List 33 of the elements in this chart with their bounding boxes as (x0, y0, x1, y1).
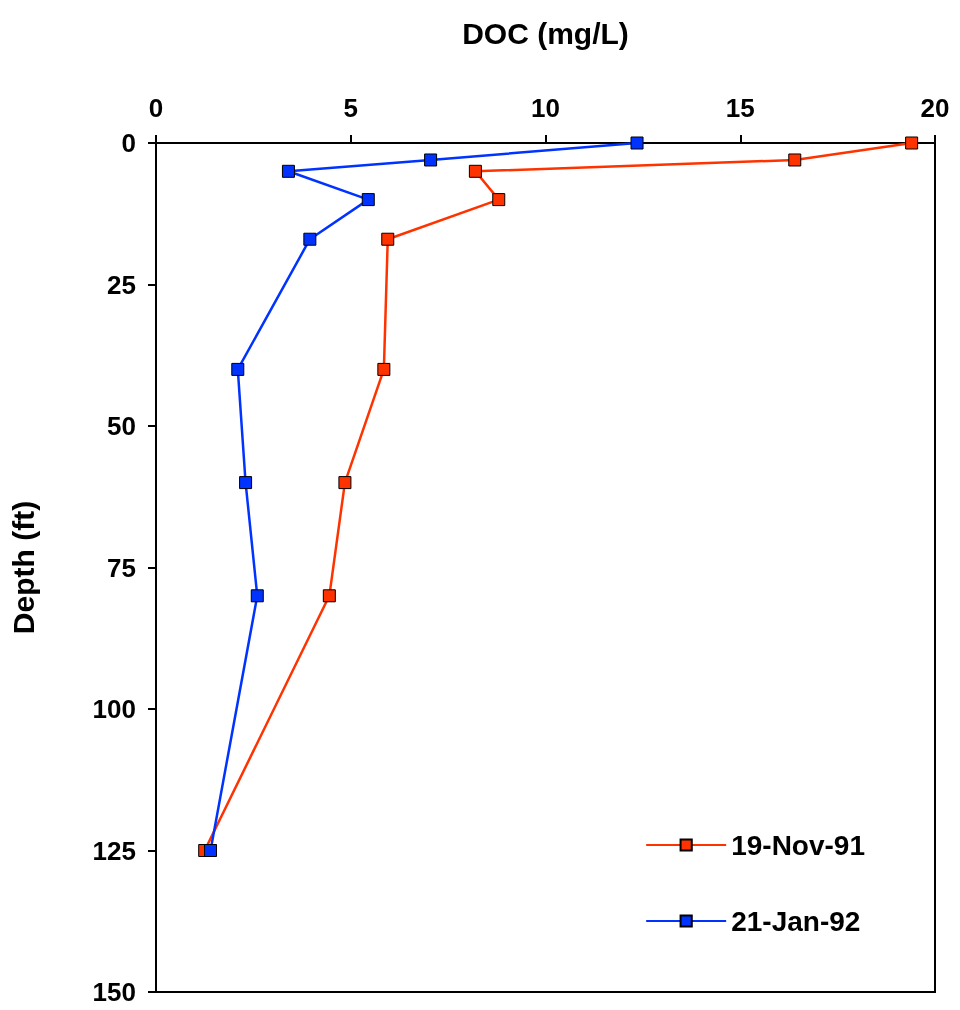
x-tick-label: 20 (920, 93, 950, 123)
x-axis-title: DOC (mg/L) (462, 16, 629, 50)
point (231, 362, 245, 376)
point (239, 476, 253, 490)
point (905, 136, 919, 150)
point (303, 232, 317, 246)
x-tick-label: 10 (531, 93, 560, 123)
point (338, 476, 352, 490)
point (377, 362, 391, 376)
y-axis-title: Depth (ft) (6, 500, 40, 635)
y-tick-label: 75 (107, 552, 136, 583)
x-tick-label: 15 (725, 93, 755, 123)
point (492, 193, 506, 207)
legend-label: 21-Jan-92 (731, 905, 861, 937)
point (322, 589, 336, 603)
point (361, 193, 375, 207)
y-tick-label: 50 (107, 411, 136, 441)
legend-label: 19-Nov-91 (731, 829, 866, 861)
x-tick-label: 0 (148, 93, 164, 123)
point (424, 153, 438, 167)
y-tick-label: 25 (107, 269, 136, 300)
y-tick-label: 100 (92, 694, 136, 724)
point (788, 153, 802, 167)
point (381, 232, 395, 246)
point (250, 589, 264, 603)
x-tick-label: 5 (343, 93, 358, 123)
y-tick-label: 0 (121, 128, 136, 158)
point (281, 164, 295, 178)
y-tick-label: 125 (92, 835, 136, 866)
point (204, 844, 218, 857)
point (630, 136, 644, 150)
point (468, 164, 482, 178)
y-tick-label: 150 (92, 977, 136, 1007)
